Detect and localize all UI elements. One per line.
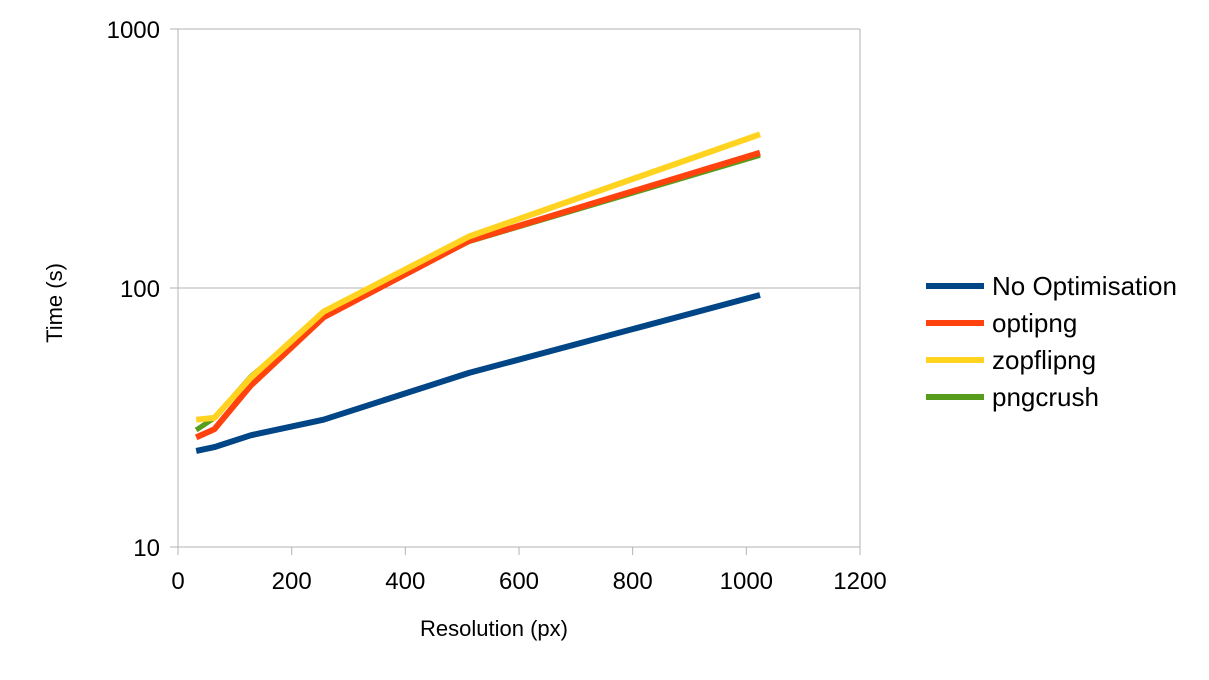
legend-label: No Optimisation <box>992 271 1177 301</box>
series-line-zopflipng <box>195 131 761 423</box>
x-tick-label: 200 <box>272 568 312 595</box>
x-axis-title: Resolution (px) <box>420 616 568 641</box>
x-tick-label: 0 <box>171 568 184 595</box>
axes <box>170 28 861 555</box>
y-tick-label: 1000 <box>107 17 160 44</box>
legend-label: zopflipng <box>992 345 1096 375</box>
grid-lines <box>178 28 860 548</box>
series-line-no-optimisation <box>195 292 761 454</box>
legend-label: pngcrush <box>992 382 1099 412</box>
x-tick-label: 1200 <box>833 568 886 595</box>
series-line-optipng <box>194 149 761 441</box>
series-lines <box>194 131 761 454</box>
y-tick-label: 10 <box>133 535 160 562</box>
legend-entry: optipng <box>926 308 1077 338</box>
legend: No Optimisation optipng zopflipng pngcrush <box>926 271 1177 412</box>
series-line-pngcrush <box>194 153 761 433</box>
y-axis-title: Time (s) <box>42 263 67 343</box>
legend-entry: zopflipng <box>926 345 1096 375</box>
x-tick-label: 1000 <box>720 568 773 595</box>
x-tick-label: 600 <box>499 568 539 595</box>
legend-entry: pngcrush <box>926 382 1099 412</box>
y-tick-label: 100 <box>120 276 160 303</box>
x-tick-label: 400 <box>385 568 425 595</box>
tick-labels: 10 100 1000 0 200 400 600 800 1000 1200 <box>107 17 887 595</box>
x-tick-label: 800 <box>613 568 653 595</box>
legend-label: optipng <box>992 308 1077 338</box>
legend-entry: No Optimisation <box>926 271 1177 301</box>
